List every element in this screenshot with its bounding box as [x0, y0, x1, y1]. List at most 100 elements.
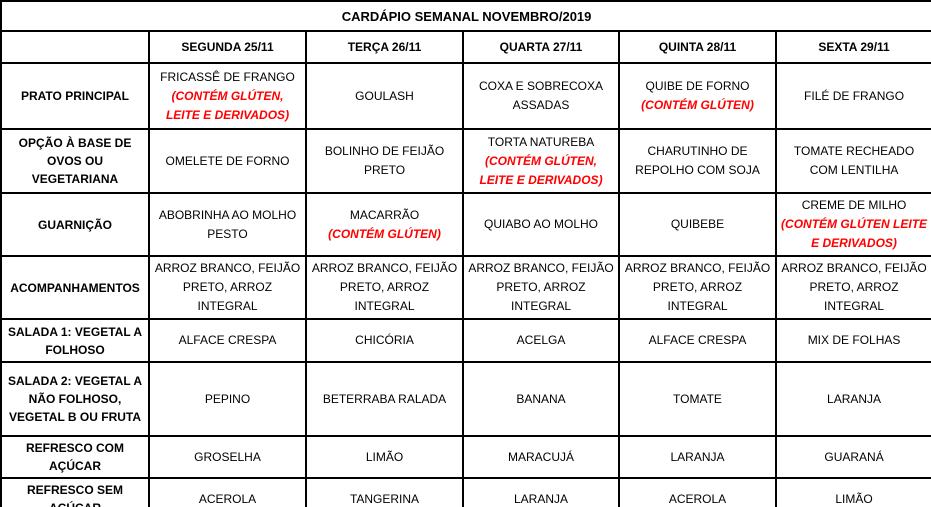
menu-item-text: BETERRABA RALADA	[322, 391, 447, 406]
row-label-salada-2: SALADA 2: VEGETAL A NÃO FOLHOSO, VEGETAL…	[0, 361, 150, 437]
column-header-quinta: QUINTA 28/11	[618, 30, 777, 64]
menu-cell: QUIABO AO MOLHO	[462, 192, 620, 257]
menu-cell: MIX DE FOLHAS	[774, 318, 931, 363]
menu-item-text: GUARANÁ	[824, 449, 884, 464]
menu-cell: ACEROLA	[148, 477, 307, 507]
menu-item-text: CREME DE MILHO	[801, 198, 907, 212]
menu-cell: PEPINO	[148, 361, 307, 437]
menu-item-text: QUIBEBE	[670, 217, 725, 231]
menu-cell: ALFACE CRESPA	[148, 318, 307, 363]
column-header-segunda: SEGUNDA 25/11	[148, 30, 307, 64]
menu-item-text: MARACUJÁ	[507, 449, 574, 464]
column-header-terca: TERÇA 26/11	[305, 30, 464, 64]
row-label-prato-principal: PRATO PRINCIPAL	[0, 62, 150, 130]
menu-item-text: ACEROLA	[198, 491, 257, 506]
row-label-guarnicao: GUARNIÇÃO	[0, 192, 150, 257]
menu-cell: ACELGA	[462, 318, 620, 363]
menu-item-text: TOMATE RECHEADO COM LENTILHA	[793, 144, 915, 177]
row-label-refresco-com-acucar: REFRESCO COM AÇÚCAR	[0, 435, 150, 479]
menu-cell: MARACUJÁ	[462, 435, 620, 479]
table-row-acompanhamentos: ACOMPANHAMENTOS ARROZ BRANCO, FEIJÃO PRE…	[0, 255, 931, 320]
menu-cell: LIMÃO	[774, 477, 931, 507]
menu-item-text: LARANJA	[827, 391, 882, 406]
menu-item-text: ARROZ BRANCO, FEIJÃO PRETO, ARROZ INTEGR…	[468, 261, 614, 313]
table-row-salada-1: SALADA 1: VEGETAL A FOLHOSO ALFACE CRESP…	[0, 318, 931, 363]
menu-item-text: ABOBRINHA AO MOLHO PESTO	[158, 207, 297, 241]
weekday-header-row: SEGUNDA 25/11 TERÇA 26/11 QUARTA 27/11 Q…	[0, 30, 931, 64]
menu-item-text: GROSELHA	[194, 449, 261, 464]
menu-cell: ARROZ BRANCO, FEIJÃO PRETO, ARROZ INTEGR…	[462, 255, 620, 320]
menu-item-text: ARROZ BRANCO, FEIJÃO PRETO, ARROZ INTEGR…	[781, 261, 927, 313]
menu-cell: COXA E SOBRECOXA ASSADAS	[462, 62, 620, 130]
menu-item-text: ALFACE CRESPA	[178, 333, 277, 347]
menu-item-text: MACARRÃO	[349, 207, 420, 222]
column-header-sexta: SEXTA 29/11	[774, 30, 931, 64]
menu-item-text: CHICÓRIA	[355, 333, 414, 347]
menu-item-text: LIMÃO	[835, 491, 873, 506]
menu-cell: ARROZ BRANCO, FEIJÃO PRETO, ARROZ INTEGR…	[305, 255, 464, 320]
table-row-guarnicao: GUARNIÇÃO ABOBRINHA AO MOLHO PESTO MACAR…	[0, 192, 931, 257]
menu-item-text: ACELGA	[516, 333, 566, 347]
column-header-quarta: QUARTA 27/11	[462, 30, 620, 64]
allergen-note: (CONTÉM GLÚTEN)	[641, 98, 754, 112]
menu-cell: GOULASH	[305, 62, 464, 130]
menu-cell: ABOBRINHA AO MOLHO PESTO	[148, 192, 307, 257]
menu-cell: FRICASSÊ DE FRANGO (CONTÉM GLÚTEN, LEITE…	[148, 62, 307, 130]
table-row-opcao-vegetariana: OPÇÃO À BASE DE OVOS OU VEGETARIANA OMEL…	[0, 128, 931, 194]
menu-item-text: COXA E SOBRECOXA ASSADAS	[478, 79, 604, 112]
page-title: CARDÁPIO SEMANAL NOVEMBRO/2019	[0, 0, 931, 32]
menu-cell: ARROZ BRANCO, FEIJÃO PRETO, ARROZ INTEGR…	[618, 255, 777, 320]
menu-cell: TORTA NATUREBA (CONTÉM GLÚTEN, LEITE E D…	[462, 128, 620, 194]
menu-cell: LARANJA	[462, 477, 620, 507]
menu-item-text: OMELETE DE FORNO	[165, 153, 290, 168]
menu-cell: ARROZ BRANCO, FEIJÃO PRETO, ARROZ INTEGR…	[774, 255, 931, 320]
menu-cell: TOMATE RECHEADO COM LENTILHA	[774, 128, 931, 194]
menu-cell: QUIBEBE	[618, 192, 777, 257]
menu-item-text: ALFACE CRESPA	[648, 333, 747, 347]
menu-item-text: LARANJA	[513, 491, 569, 506]
menu-cell: BETERRABA RALADA	[305, 361, 464, 437]
menu-cell: LARANJA	[774, 361, 931, 437]
menu-cell: OMELETE DE FORNO	[148, 128, 307, 194]
title-row: CARDÁPIO SEMANAL NOVEMBRO/2019	[0, 0, 931, 32]
menu-item-text: FILÉ DE FRANGO	[804, 88, 905, 103]
menu-item-text: ARROZ BRANCO, FEIJÃO PRETO, ARROZ INTEGR…	[154, 261, 301, 313]
menu-cell: QUIBE DE FORNO (CONTÉM GLÚTEN)	[618, 62, 777, 130]
menu-item-text: BOLINHO DE FEIJÃO PRETO	[324, 144, 445, 177]
menu-cell: BANANA	[462, 361, 620, 437]
menu-cell: CREME DE MILHO (CONTÉM GLÚTEN LEITE E DE…	[774, 192, 931, 257]
table-row-salada-2: SALADA 2: VEGETAL A NÃO FOLHOSO, VEGETAL…	[0, 361, 931, 437]
row-label-refresco-sem-acucar: REFRESCO SEM AÇÚCAR	[0, 477, 150, 507]
menu-cell: CHARUTINHO DE REPOLHO COM SOJA	[618, 128, 777, 194]
menu-cell: ALFACE CRESPA	[618, 318, 777, 363]
menu-cell: CHICÓRIA	[305, 318, 464, 363]
menu-item-text: TOMATE	[673, 391, 722, 406]
menu-cell: ARROZ BRANCO, FEIJÃO PRETO, ARROZ INTEGR…	[148, 255, 307, 320]
row-label-acompanhamentos: ACOMPANHAMENTOS	[0, 255, 150, 320]
menu-item-text: MIX DE FOLHAS	[807, 333, 901, 347]
menu-cell: BOLINHO DE FEIJÃO PRETO	[305, 128, 464, 194]
menu-cell: MACARRÃO (CONTÉM GLÚTEN)	[305, 192, 464, 257]
allergen-note: (CONTÉM GLÚTEN, LEITE E DERIVADOS)	[165, 88, 290, 122]
menu-cell: LIMÃO	[305, 435, 464, 479]
menu-item-text: ARROZ BRANCO, FEIJÃO PRETO, ARROZ INTEGR…	[311, 261, 458, 313]
menu-cell: GUARANÁ	[774, 435, 931, 479]
menu-item-text: QUIABO AO MOLHO	[483, 217, 599, 231]
menu-item-text: LARANJA	[670, 449, 725, 464]
menu-item-text: QUIBE DE FORNO	[645, 79, 750, 93]
row-label-salada-1: SALADA 1: VEGETAL A FOLHOSO	[0, 318, 150, 363]
menu-cell: TANGERINA	[305, 477, 464, 507]
menu-item-text: LIMÃO	[365, 449, 404, 464]
menu-item-text: ACEROLA	[668, 491, 727, 506]
allergen-note: (CONTÉM GLÚTEN)	[328, 226, 441, 241]
menu-item-text: TANGERINA	[349, 491, 420, 506]
table-row-refresco-com-acucar: REFRESCO COM AÇÚCAR GROSELHA LIMÃO MARAC…	[0, 435, 931, 479]
menu-cell: LARANJA	[618, 435, 777, 479]
menu-item-text: FRICASSÊ DE FRANGO	[160, 69, 295, 84]
menu-cell: TOMATE	[618, 361, 777, 437]
menu-cell: GROSELHA	[148, 435, 307, 479]
allergen-note: (CONTÉM GLÚTEN LEITE E DERIVADOS)	[781, 217, 928, 250]
menu-item-text: BANANA	[516, 391, 566, 406]
menu-item-text: ARROZ BRANCO, FEIJÃO PRETO, ARROZ INTEGR…	[624, 261, 771, 313]
